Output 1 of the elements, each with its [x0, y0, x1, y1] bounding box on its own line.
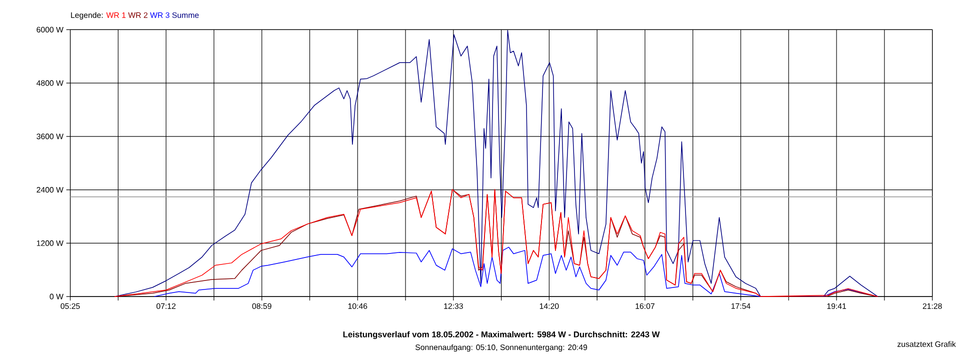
text: Leistungsverlauf vom 18.05.2002 - Maximalwert: 5984 W - Durchschnitt: 2243 W [343, 331, 660, 340]
